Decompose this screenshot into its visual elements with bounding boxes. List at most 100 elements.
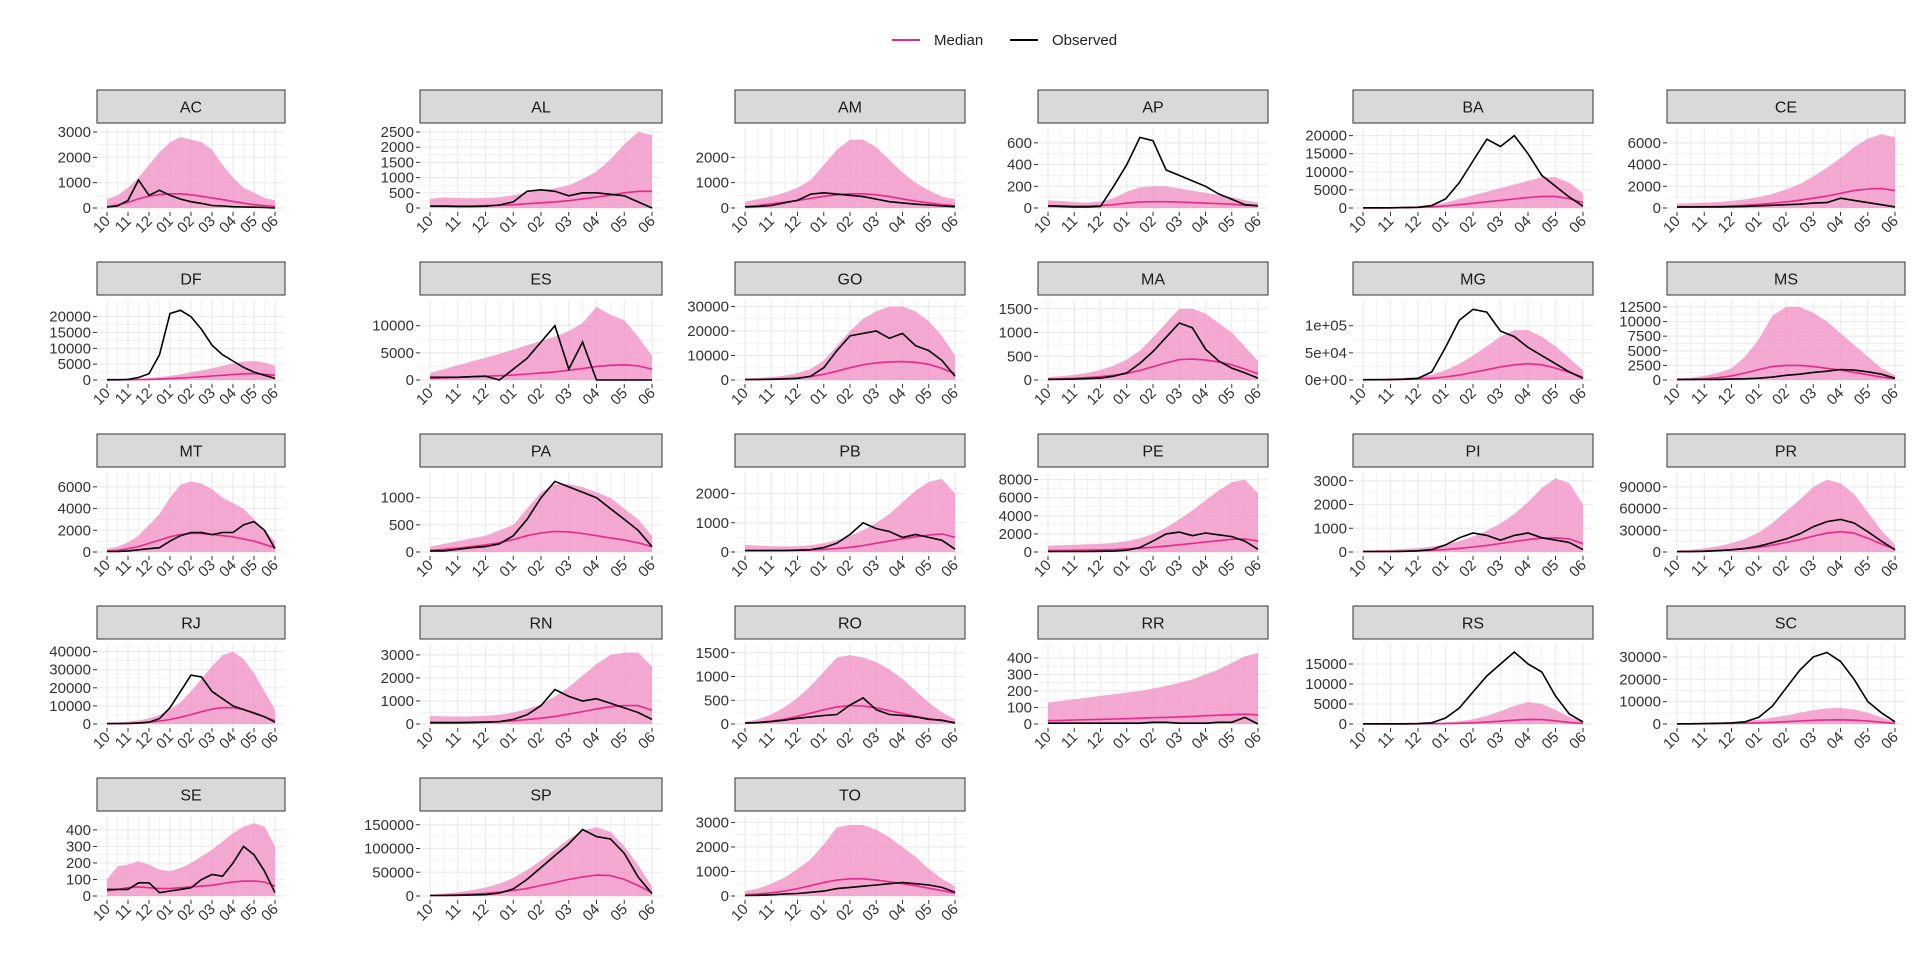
band-area	[1048, 653, 1258, 724]
y-tick-label: 1000	[381, 693, 414, 710]
x-tick-label: 02	[1456, 213, 1480, 237]
x-tick-label: 10	[728, 901, 752, 925]
x-tick-label: 06	[938, 385, 962, 409]
x-tick-label: 12	[1401, 557, 1425, 581]
median-line	[1047, 713, 1259, 722]
band-area	[107, 823, 275, 896]
x-tick-label: 02	[1456, 385, 1480, 409]
band-area	[1363, 702, 1583, 724]
panel-ce: CE 0 2000 4000 6000 10 11 12 01 02 03 04 05 06	[1628, 89, 1906, 237]
panel-rs: RS 0 5000 10000 15000 10 11 12 01 02 03 04 05 06	[1305, 605, 1594, 753]
x-tick-label: 02	[524, 901, 548, 925]
x-tick-label: 06	[258, 557, 282, 581]
legend: Median Observed	[892, 32, 1117, 49]
y-tick-label: 0	[1339, 544, 1347, 561]
x-tick-label: 05	[607, 213, 631, 237]
x-tick-label: 12	[1715, 213, 1739, 237]
strip	[1037, 605, 1269, 640]
y-tick-label: 2000	[696, 486, 729, 503]
x-tick-label: 11	[1058, 385, 1081, 408]
x-tick-label: 03	[1162, 385, 1186, 409]
x-tick-label: 11	[1374, 557, 1397, 580]
x-tick-label: 04	[580, 385, 604, 409]
y-tick-label: 2000	[58, 522, 91, 539]
band-area	[745, 824, 955, 896]
strip-label: AC	[180, 100, 202, 117]
x-tick-label: 06	[1241, 729, 1265, 753]
x-tick-label: 10	[90, 213, 114, 237]
observed-line	[1677, 197, 1896, 208]
x-tick-label: 10	[728, 213, 752, 237]
x-tick-label: 06	[1878, 385, 1902, 409]
y-tick-label: 2000	[1314, 497, 1347, 514]
x-tick-label: 12	[1084, 213, 1108, 237]
y-tick-label: 30000	[49, 662, 91, 679]
x-tick-label: 03	[552, 213, 576, 237]
x-tick-label: 04	[886, 213, 910, 237]
x-tick-label: 03	[1796, 385, 1820, 409]
x-tick-label: 02	[524, 385, 548, 409]
observed-line	[1047, 322, 1259, 381]
x-tick-label: 12	[1084, 385, 1108, 409]
x-tick-label: 10	[413, 901, 437, 925]
x-tick-label: 04	[580, 213, 604, 237]
strip-label: RR	[1141, 616, 1164, 633]
strip	[1352, 605, 1594, 640]
y-tick-label: 90000	[1619, 479, 1661, 496]
y-tick-label: 12500	[1619, 299, 1661, 316]
x-tick-label: 03	[552, 557, 576, 581]
y-tick-label: 2000	[696, 839, 729, 856]
x-tick-label: 03	[1484, 385, 1508, 409]
x-tick-label: 12	[469, 729, 493, 753]
strip	[96, 261, 286, 296]
strip-label: RJ	[181, 616, 201, 633]
x-tick-label: 02	[1136, 213, 1160, 237]
y-tick-label: 400	[66, 822, 91, 839]
x-tick-label: 06	[938, 901, 962, 925]
x-tick-label: 04	[1189, 213, 1213, 237]
x-tick-label: 06	[1241, 557, 1265, 581]
y-tick-label: 1000	[696, 175, 729, 192]
y-tick-label: 0e+00	[1305, 372, 1347, 389]
x-tick-label: 01	[1742, 213, 1766, 237]
median-line	[1676, 364, 1896, 381]
strip-label: MA	[1141, 272, 1165, 289]
x-tick-label: 12	[781, 729, 805, 753]
x-tick-label: 05	[1851, 729, 1875, 753]
x-tick-label: 02	[1456, 557, 1480, 581]
x-tick-label: 02	[524, 213, 548, 237]
x-tick-label: 10	[1346, 213, 1370, 237]
y-tick-label: 0	[83, 716, 91, 733]
panel-rj: RJ01000020000300004000010111201020304050…	[49, 605, 286, 753]
y-tick-label: 20000	[49, 309, 91, 326]
x-tick-label: 04	[886, 729, 910, 753]
x-tick-label: 12	[1084, 557, 1108, 581]
x-tick-label: 06	[258, 385, 282, 409]
x-tick-label: 02	[833, 385, 857, 409]
x-tick-label: 05	[1539, 729, 1563, 753]
y-tick-label: 0	[1339, 200, 1347, 217]
x-tick-label: 04	[886, 901, 910, 925]
x-tick-label: 02	[833, 557, 857, 581]
x-tick-label: 06	[635, 557, 659, 581]
y-tick-label: 5000	[1314, 182, 1347, 199]
y-tick-label: 2000	[381, 670, 414, 687]
strip	[1352, 89, 1594, 124]
strip-label: BA	[1462, 100, 1484, 117]
x-tick-label: 01	[807, 901, 831, 925]
x-tick-label: 03	[1796, 729, 1820, 753]
observed-line	[1047, 136, 1259, 208]
x-tick-label: 05	[912, 385, 936, 409]
x-tick-label: 02	[1136, 385, 1160, 409]
x-tick-label: 05	[1215, 729, 1239, 753]
median-line	[744, 877, 956, 896]
x-tick-label: 12	[1084, 729, 1108, 753]
observed-line	[745, 521, 956, 552]
strip	[1352, 261, 1594, 296]
y-tick-label: 0	[1653, 544, 1661, 561]
x-tick-label: 12	[1715, 557, 1739, 581]
observed-line	[1363, 134, 1584, 209]
